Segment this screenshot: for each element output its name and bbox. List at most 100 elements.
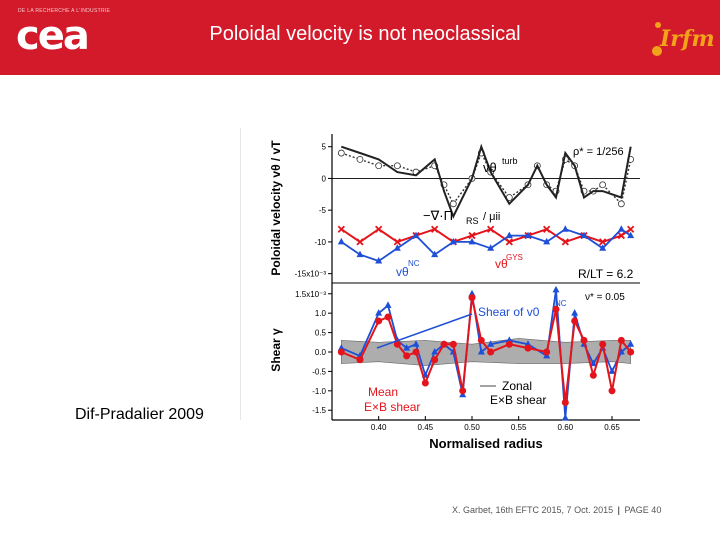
vtheta-nc-point <box>580 231 588 239</box>
mean-exb-shear-point <box>440 340 448 348</box>
mean-exb-shear-point <box>468 294 476 302</box>
mean-exb-shear-point <box>421 379 429 387</box>
mean-exb-shear-point <box>384 313 392 321</box>
rs-label-tail: / μii <box>483 211 500 223</box>
shear-nc-point <box>589 359 597 367</box>
xtick-label: 0.50 <box>464 423 480 432</box>
mean-exb-shear-point <box>608 387 616 395</box>
top-ytick-label: -10 <box>314 238 326 247</box>
vtheta-gys-point <box>627 225 635 233</box>
gys-label: vθ <box>495 257 508 271</box>
rho-star-label: ρ* = 1/256 <box>573 146 624 158</box>
bottom-ytick-label: 0.0 <box>315 348 327 357</box>
mean-exb-shear-point <box>431 356 439 364</box>
mean-exb-shear-point <box>580 336 588 344</box>
bottom-ytick-label: 1.0 <box>315 309 327 318</box>
top-ytick-label: 0 <box>322 174 327 183</box>
shear-nc-point <box>571 309 579 316</box>
mean-exb-shear-point <box>552 305 560 313</box>
shear-nc-pointer <box>376 313 473 349</box>
xtick-label: 0.45 <box>418 423 434 432</box>
header-bar: DE LA RECHERCHE A L'INDUSTRIE cea Poloid… <box>0 0 720 75</box>
vtheta-nc-point <box>561 225 569 232</box>
vtheta-gys-point <box>505 238 513 246</box>
rs-drive-point <box>617 200 625 208</box>
mean-exb-shear-point <box>412 348 420 356</box>
vtheta-gys-point <box>356 238 364 246</box>
top-y-axis-label: Poloidal velocity vθ / vT <box>269 140 283 276</box>
mean-exb-shear-point <box>505 340 513 348</box>
mean-exb-shear-point <box>375 317 383 325</box>
cea-logo: cea <box>16 13 90 59</box>
shear-nc-legend-sup: NC <box>555 299 567 308</box>
vtheta-gys-point <box>543 225 551 233</box>
mean-exb-shear-point <box>561 398 569 406</box>
vtheta-nc-point <box>487 244 495 251</box>
mean-exb-shear-point <box>356 356 364 364</box>
mean-exb-shear-point <box>337 348 345 356</box>
mean-exb-shear-point <box>393 340 401 348</box>
vtheta-nc-point <box>431 250 439 258</box>
top-ytick-label: -5 <box>319 206 327 215</box>
shear-nc-point <box>384 301 392 308</box>
vtheta-turb-line <box>340 143 632 220</box>
footer-citation: X. Garbet, 16th EFTC 2015, 7 Oct. 2015 <box>452 505 614 515</box>
mean-exb-shear-point <box>449 340 457 348</box>
bottom-ytick-label: 1.5x10⁻³ <box>295 290 326 299</box>
shear-nc-legend: Shear of v0 <box>478 305 540 319</box>
vtheta-gys-point <box>617 231 625 240</box>
shear-nc-point <box>375 309 383 316</box>
vtheta-nc-point <box>412 231 420 239</box>
rs-drive-point <box>375 162 383 170</box>
bottom-ytick-label: 0.5 <box>315 329 327 338</box>
top-ytick-label: -15x10⁻³ <box>295 270 327 279</box>
bottom-ytick-label: -0.5 <box>312 367 326 376</box>
nc-label-top-sup: NC <box>408 259 420 268</box>
footer-separator: | <box>617 505 620 515</box>
shear-nc-point <box>487 340 495 347</box>
vtheta-gys-point <box>561 238 569 246</box>
rs-drive-point <box>599 181 607 189</box>
vtheta-nc-point <box>505 231 513 239</box>
shear-nc-point <box>627 340 635 347</box>
zonal-legend-2: E×B shear <box>490 393 546 407</box>
irfm-logo: Irfm <box>650 18 715 58</box>
rs-drive-point <box>449 200 457 208</box>
mean-exb-shear-point <box>524 344 532 352</box>
zonal-legend: Zonal <box>502 379 532 393</box>
footer: X. Garbet, 16th EFTC 2015, 7 Oct. 2015 |… <box>452 505 661 515</box>
vtheta-nc-point <box>449 237 457 245</box>
shear-nc-point <box>552 285 560 293</box>
vtheta-nc-point <box>375 256 383 264</box>
x-axis-label: Normalised radius <box>429 436 542 451</box>
vtheta-nc-point <box>543 237 551 245</box>
xtick-label: 0.40 <box>371 423 387 432</box>
vtheta-nc-point <box>468 237 476 245</box>
mean-exb-shear-point <box>477 336 485 344</box>
vtheta-nc-point <box>393 244 401 251</box>
slide-title: Poloidal velocity is not neoclassical <box>209 23 521 45</box>
mean-exb-shear-point <box>543 348 551 356</box>
irfm-logo-text: Irfm <box>660 26 715 52</box>
mean-exb-shear-point <box>599 340 607 348</box>
rs-drive-point <box>337 149 345 157</box>
mean-exb-shear-point <box>571 317 579 325</box>
mean-exb-shear-point <box>627 348 635 356</box>
footer-page-number: PAGE 40 <box>624 505 662 515</box>
vtheta-gys-point <box>599 238 607 246</box>
vtheta-nc-point <box>599 244 607 251</box>
xtick-label: 0.55 <box>511 423 527 432</box>
mean-exb-shear-point <box>459 387 467 395</box>
top-ytick-label: 5 <box>322 143 327 152</box>
vtheta-gys-point <box>468 231 476 240</box>
vtheta-gys-point <box>337 225 345 233</box>
mean-exb-shear-point <box>487 348 495 356</box>
shear-nc-point <box>431 348 439 355</box>
vtheta-nc-point <box>627 231 635 239</box>
rlt-label: R/LT = 6.2 <box>578 267 634 281</box>
vtheta-gys-point <box>375 225 383 233</box>
vtheta-gys-point <box>431 225 439 233</box>
nu-star-label: ν* = 0.05 <box>585 292 625 303</box>
bottom-ytick-label: -1.0 <box>312 387 326 396</box>
cea-tagline: DE LA RECHERCHE A L'INDUSTRIE <box>18 8 111 14</box>
